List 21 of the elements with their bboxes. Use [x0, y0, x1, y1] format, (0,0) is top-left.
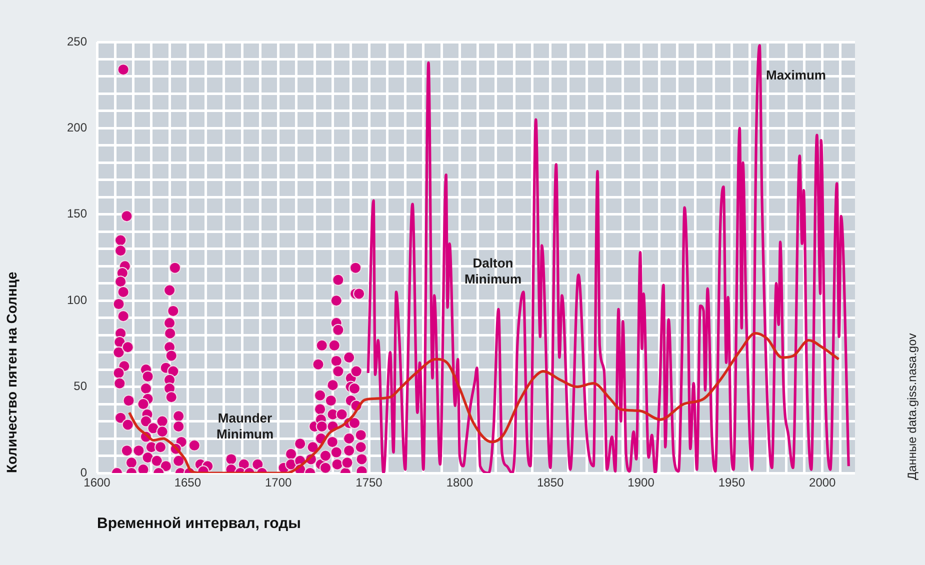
y-tick-label: 100 — [66, 292, 88, 307]
x-tick-label: 1900 — [628, 476, 655, 490]
y-tick-label: 250 — [66, 34, 88, 48]
line-series — [128, 332, 840, 473]
y-tick-label: 150 — [66, 206, 88, 221]
x-tick-label: 1750 — [356, 476, 383, 490]
annotation: Dalton Minimum — [464, 256, 522, 287]
x-tick-label: 1800 — [446, 476, 474, 490]
text: Данные data.giss.nasa.gov — [905, 333, 919, 480]
y-tick-label: 50 — [74, 379, 88, 394]
annotation: Maximum — [766, 68, 826, 83]
annotation: Maunder Minimum — [216, 410, 274, 442]
x-tick-label: 1850 — [537, 476, 564, 490]
x-axis-title: Временной интервал, годы — [97, 515, 301, 532]
line-series — [366, 44, 850, 473]
x-tick-label: 2000 — [809, 476, 836, 490]
x-tick-label: 1950 — [718, 476, 746, 490]
x-tick-label: 1700 — [264, 476, 292, 490]
y-tick-label: 200 — [66, 120, 88, 135]
x-tick-label: 1650 — [174, 476, 202, 490]
y-axis-title: Количество пятен на Солнце — [3, 272, 20, 473]
